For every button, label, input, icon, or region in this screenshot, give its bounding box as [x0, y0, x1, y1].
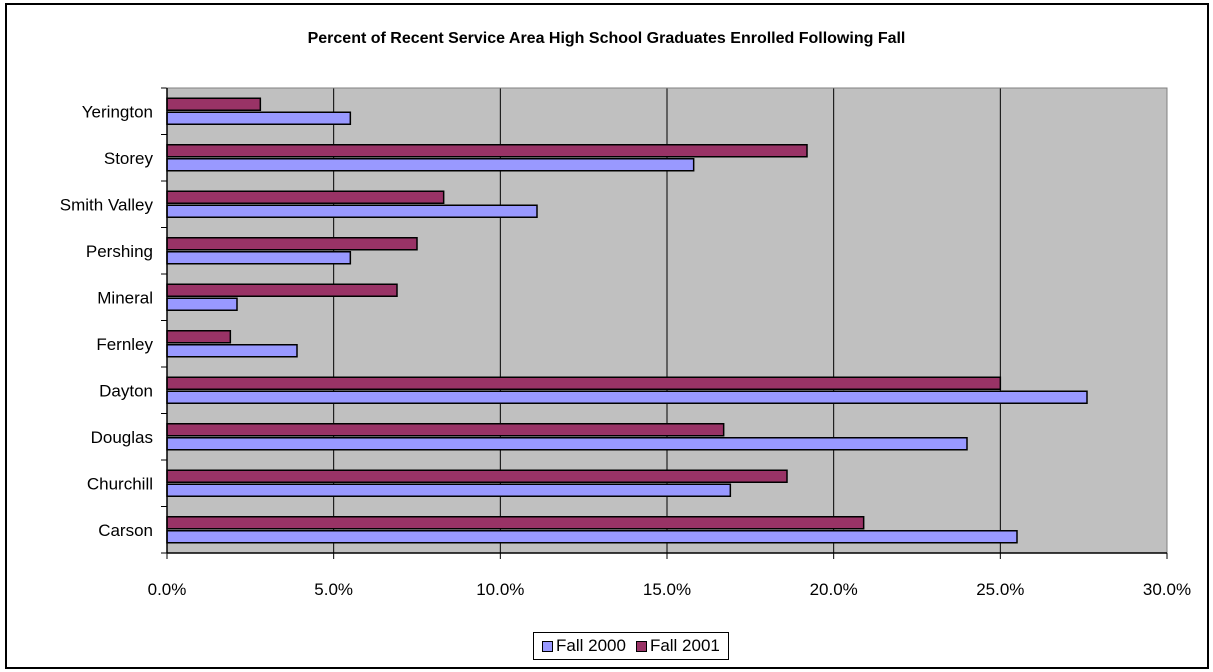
category-label-smith-valley: Smith Valley	[60, 195, 154, 214]
x-tick-label: 20.0%	[810, 580, 858, 599]
bar-fall-2000-dayton	[166, 390, 1088, 404]
bar-fall-2001-mineral	[166, 283, 398, 297]
category-label-pershing: Pershing	[86, 242, 153, 261]
category-label-mineral: Mineral	[97, 288, 153, 307]
bar-fall-2000-fernley	[166, 344, 298, 358]
bar-fall-2001-dayton	[166, 376, 1002, 390]
bar-fall-2001-yerington	[166, 97, 262, 111]
x-tick-label: 30.0%	[1143, 580, 1191, 599]
bar-fall-2001-churchill	[166, 469, 788, 483]
bar-fall-2001-smith-valley	[166, 190, 445, 204]
bar-fall-2000-smith-valley	[166, 204, 538, 218]
legend-label-fall-2001: Fall 2001	[649, 636, 720, 655]
chart-title: Percent of Recent Service Area High Scho…	[307, 30, 906, 47]
bar-fall-2000-yerington	[166, 111, 352, 125]
category-label-dayton: Dayton	[99, 381, 153, 400]
bar-fall-2000-churchill	[166, 483, 732, 497]
x-tick-label: 5.0%	[314, 580, 353, 599]
bar-fall-2000-pershing	[166, 251, 352, 265]
legend-swatch-fall-2001	[635, 640, 647, 652]
legend-label-fall-2000: Fall 2000	[556, 636, 626, 655]
plot-area: Carson Churchill Douglas Dayton Fernley Miner…	[60, 87, 1191, 599]
x-tick-label: 15.0%	[643, 580, 691, 599]
bar-fall-2001-douglas	[166, 423, 725, 437]
bar-fall-2000-mineral	[166, 297, 238, 311]
category-label-carson: Carson	[98, 521, 153, 540]
bar-fall-2001-pershing	[166, 237, 418, 251]
category-label-yerington: Yerington	[82, 102, 153, 121]
legend: Fall 2000 Fall 2001	[533, 632, 729, 660]
bar-fall-2001-storey	[166, 144, 808, 158]
bar-fall-2001-fernley	[166, 330, 232, 344]
x-tick-label: 0.0%	[148, 580, 187, 599]
category-label-churchill: Churchill	[87, 474, 153, 493]
category-label-douglas: Douglas	[91, 428, 153, 447]
x-tick-label: 10.0%	[476, 580, 524, 599]
legend-swatch-fall-2000	[542, 640, 553, 652]
category-label-fernley: Fernley	[96, 335, 153, 354]
bar-fall-2000-douglas	[166, 437, 968, 451]
bar-fall-2000-carson	[166, 530, 1018, 544]
legend-entry-fall-2001: Fall 2001	[635, 636, 720, 656]
bar-fall-2000-storey	[166, 158, 695, 172]
category-label-storey: Storey	[104, 149, 154, 168]
x-tick-label: 25.0%	[976, 580, 1024, 599]
legend-entry-fall-2000: Fall 2000	[542, 636, 626, 656]
bar-fall-2001-carson	[166, 516, 865, 530]
